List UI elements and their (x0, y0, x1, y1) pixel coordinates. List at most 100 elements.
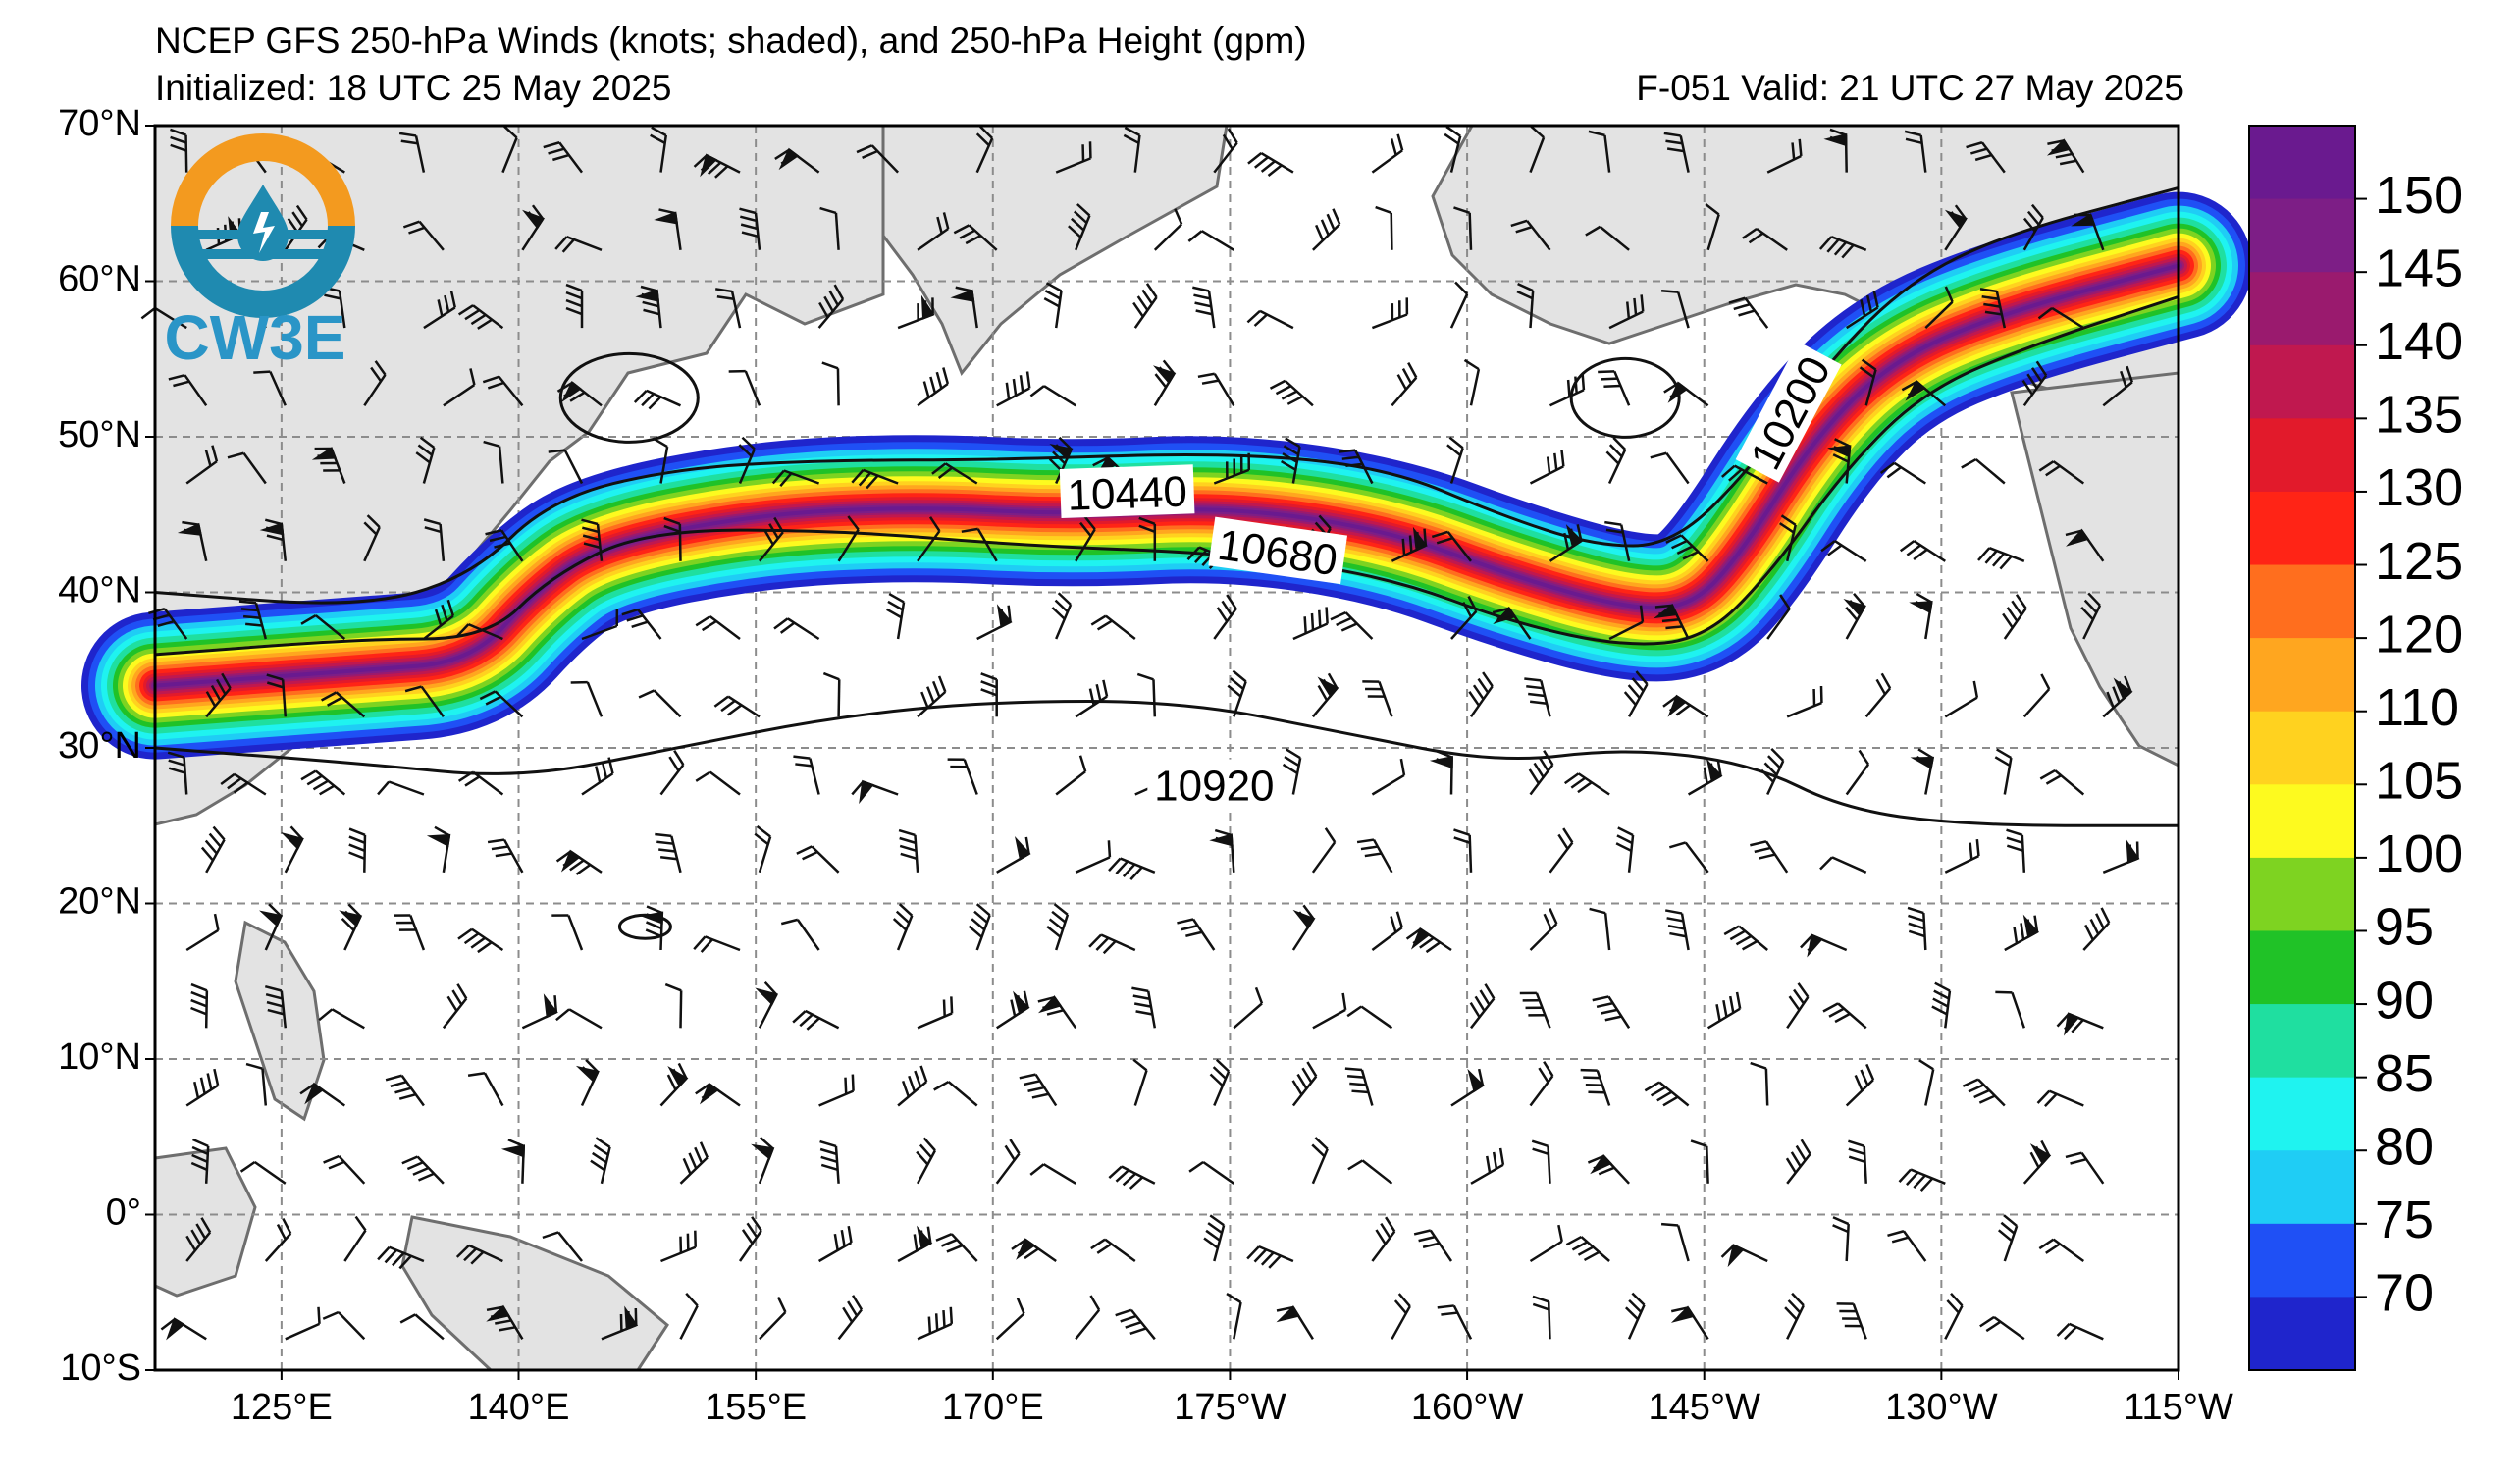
cw3e-drop-logo-icon (171, 133, 355, 227)
wind-barb (1843, 592, 1866, 640)
wind-barb (1132, 283, 1158, 329)
wind-barb (238, 600, 268, 640)
wind-barb (1549, 827, 1574, 874)
wind-barb (1819, 856, 1867, 874)
wind-barb (640, 905, 664, 951)
wind-barb (1405, 927, 1452, 954)
wind-barb (1470, 1147, 1505, 1185)
wind-barb (300, 614, 346, 640)
wind-barb (299, 1082, 346, 1107)
wind-barb (581, 609, 619, 641)
wind-barb (886, 592, 906, 640)
wind-barb (1822, 1002, 1867, 1030)
wind-barb (793, 755, 820, 795)
wind-barb (819, 206, 840, 250)
wind-barb (2021, 360, 2048, 407)
wind-barb (659, 1062, 689, 1107)
wind-barb (2056, 1012, 2104, 1036)
wind-barb (2002, 594, 2027, 640)
wind-barb (635, 285, 662, 329)
wind-barb (679, 1141, 709, 1185)
wind-barb (2022, 673, 2051, 718)
wind-barb (377, 780, 425, 796)
wind-barb (1019, 1073, 1058, 1107)
wind-barb (1123, 126, 1141, 173)
wind-barb (1046, 903, 1070, 951)
wind-barb (1615, 826, 1635, 873)
wind-barb (167, 751, 188, 795)
wind-barb (457, 927, 504, 954)
wind-barb (953, 224, 998, 251)
wind-barb (1371, 133, 1404, 174)
wind-barb (1766, 138, 1803, 174)
contour-label: 10920 (1147, 759, 1282, 811)
contour-label-text: 10440 (1067, 468, 1188, 520)
wind-barb (996, 371, 1031, 407)
wind-barb (738, 1216, 762, 1262)
colorbar-label: 105 (2375, 752, 2463, 811)
wind-barb (2022, 203, 2044, 251)
colorbar-swatch (2249, 418, 2355, 493)
wind-barb (693, 935, 741, 953)
wind-barb (245, 1062, 268, 1106)
wind-barb (1037, 995, 1077, 1030)
wind-barb (404, 685, 445, 718)
wind-barb (1011, 1238, 1057, 1263)
wind-barb (521, 204, 545, 251)
wind-barb (621, 608, 662, 640)
wind-barb (1864, 672, 1892, 718)
wind-barb (423, 291, 456, 330)
wind-barb (1453, 206, 1473, 250)
wind-barb (170, 128, 188, 173)
wind-barb (1899, 540, 1946, 562)
wind-barb (1088, 933, 1136, 955)
colorbar-label: 95 (2375, 898, 2434, 957)
wind-barb (1450, 596, 1478, 640)
wind-barb (968, 903, 991, 951)
lat-label: 40°N (58, 570, 141, 611)
wind-barb (1192, 286, 1216, 329)
wind-barb (976, 604, 1013, 641)
colorbar-swatch (2249, 491, 2355, 566)
colorbar-label: 120 (2375, 605, 2463, 663)
wind-barb (1529, 1224, 1563, 1263)
wind-barb (426, 825, 451, 873)
contour-label-bg (1735, 342, 1842, 483)
wind-barb (1108, 857, 1156, 880)
wind-barb (1750, 840, 1789, 874)
wind-barb (917, 996, 954, 1030)
colorbar-label: 135 (2375, 386, 2463, 445)
wind-barb (253, 370, 287, 406)
colorbar-swatch (2249, 1223, 2355, 1298)
wind-barb (751, 1137, 775, 1185)
wind-barb (995, 1139, 1021, 1185)
wind-barb (1742, 227, 1788, 251)
wind-barb (1312, 992, 1347, 1030)
wind-barb (311, 447, 346, 484)
wind-barb (1152, 359, 1177, 406)
wind-barb (961, 527, 998, 562)
wind-barb (1760, 747, 1785, 796)
wind-barb (455, 623, 503, 641)
wind-barb (1371, 297, 1409, 330)
wind-barb (1431, 530, 1472, 562)
wind-barb (1371, 758, 1406, 796)
wind-barb (695, 770, 741, 796)
wind-barb (1529, 908, 1558, 951)
wind-barb (467, 1072, 504, 1107)
wind-barb (2022, 1139, 2052, 1185)
wind-barb (1450, 1068, 1485, 1107)
colorbar-swatch (2249, 126, 2355, 200)
wind-barb (339, 903, 363, 951)
wind-barb (1587, 1154, 1631, 1185)
wind-barb (695, 1082, 741, 1107)
wind-barb (1549, 524, 1584, 562)
wind-barb (501, 125, 518, 174)
wind-barb (1226, 1292, 1242, 1340)
lon-label: 140°E (468, 1387, 570, 1428)
wind-barb (1608, 605, 1645, 641)
wind-barb (1845, 1063, 1875, 1107)
wind-barb (1529, 125, 1546, 174)
wind-barb (659, 750, 685, 796)
